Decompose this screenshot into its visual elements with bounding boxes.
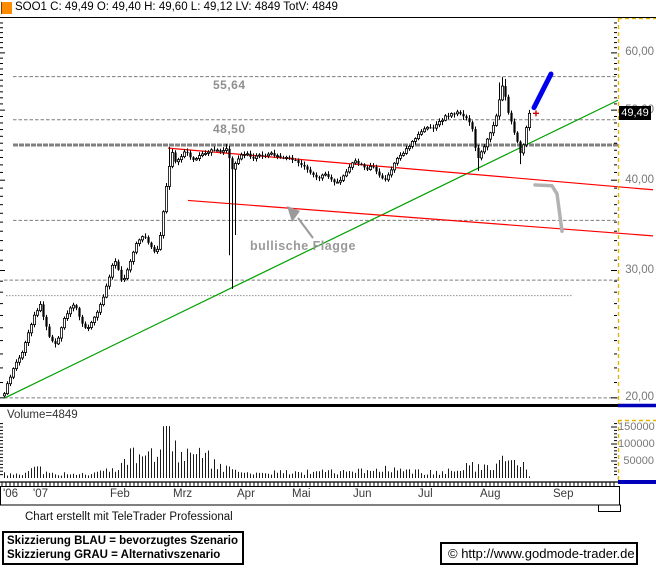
time-axis-label-7: Jul bbox=[418, 488, 433, 500]
flag-arrow-line bbox=[297, 217, 314, 239]
blue-scenario-arrow bbox=[531, 71, 554, 111]
time-axis-label-9: Sep bbox=[553, 488, 574, 500]
breakout-level-label: 48,50 bbox=[213, 122, 246, 136]
price-axis-label-30: 30,00 bbox=[625, 264, 654, 277]
volume-axis-label-150000: 150000 bbox=[618, 421, 655, 433]
flag-arrow-head bbox=[287, 206, 300, 222]
flag-upper-red-trendline bbox=[167, 147, 654, 191]
quote-line: SOO1 C: 49,49 O: 49,40 H: 49,60 L: 49,12… bbox=[15, 1, 338, 13]
price-axis-label-60: 60,00 bbox=[625, 46, 654, 59]
price-axis-label-20: 20,00 bbox=[625, 391, 654, 404]
flag-lower-red-trendline bbox=[187, 199, 654, 237]
price-axis-label-40: 40,00 bbox=[625, 173, 654, 186]
software-credit-text: Chart erstellt mit TeleTrader Profession… bbox=[25, 511, 233, 523]
time-axis-box bbox=[0, 486, 620, 506]
copyright-url: © http://www.godmode-trader.de bbox=[448, 546, 635, 561]
axis-corner-tab bbox=[598, 504, 621, 512]
scenario-legend-box: Skizzierung BLAU = bevorzugtes Szenario … bbox=[2, 531, 244, 565]
instrument-icon bbox=[1, 2, 12, 14]
quote-title-bar: SOO1 C: 49,49 O: 49,40 H: 49,60 L: 49,12… bbox=[0, 0, 656, 18]
time-axis-label-8: Aug bbox=[480, 488, 501, 500]
support-green-trendline bbox=[4, 99, 619, 399]
gray-scenario-path bbox=[533, 183, 564, 233]
price-scale[interactable] bbox=[618, 18, 656, 404]
volume-bars-group bbox=[4, 426, 530, 478]
volume-axis-label-100000: 100000 bbox=[618, 438, 655, 450]
scenario-legend-gray: Skizzierung GRAU = Alternativszenario bbox=[7, 549, 221, 561]
time-axis-label-3: Mrz bbox=[173, 488, 193, 500]
volume-axis-label-50000: 50000 bbox=[623, 455, 654, 467]
candles-group bbox=[3, 77, 532, 398]
time-axis-label-6: Jun bbox=[353, 488, 372, 500]
scenario-legend-blue: Skizzierung BLAU = bevorzugtes Szenario bbox=[7, 535, 239, 547]
resistance-level-label: 55,64 bbox=[213, 78, 246, 92]
time-axis-label-0: '06 bbox=[3, 488, 18, 500]
time-axis-label-2: Feb bbox=[110, 488, 130, 500]
axis-ticks-group bbox=[0, 22, 617, 486]
time-axis-label-5: Mai bbox=[292, 488, 311, 500]
copyright-box: © http://www.godmode-trader.de bbox=[440, 542, 638, 565]
volume-readout: Volume=4849 bbox=[7, 409, 78, 421]
time-axis-label-1: '07 bbox=[33, 488, 48, 500]
last-price-tag: 49,49 bbox=[619, 106, 651, 120]
bullish-flag-annotation: bullische Flagge bbox=[250, 239, 356, 253]
time-axis-label-4: Apr bbox=[237, 488, 255, 500]
